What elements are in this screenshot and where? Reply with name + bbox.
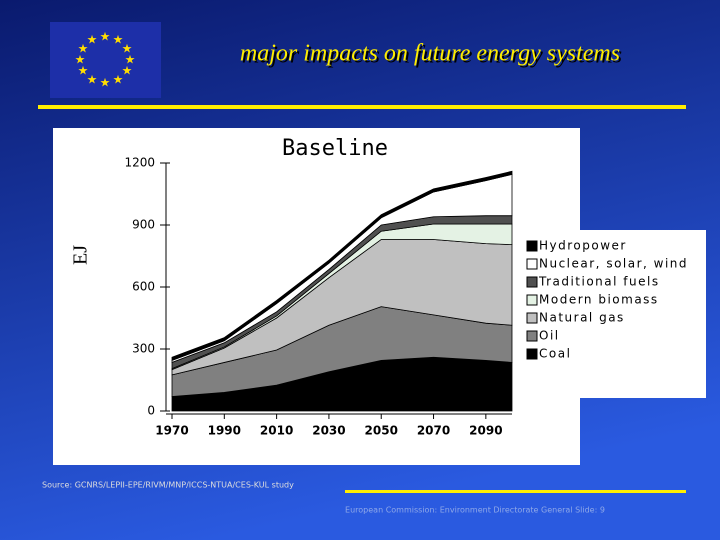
x-tick-label: 1970 — [155, 424, 188, 438]
legend-swatch — [526, 240, 538, 252]
legend-label: Nuclear, solar, wind — [539, 257, 688, 271]
x-tick-label: 2010 — [260, 424, 293, 438]
svg-text:★: ★ — [87, 73, 98, 87]
y-tick-label: 600 — [132, 280, 155, 294]
legend-swatch — [526, 348, 538, 360]
svg-text:★: ★ — [78, 64, 89, 78]
svg-text:★: ★ — [113, 33, 124, 47]
x-tick-label: 2070 — [417, 424, 450, 438]
svg-text:★: ★ — [113, 73, 124, 87]
svg-text:★: ★ — [100, 30, 111, 44]
svg-text:★: ★ — [78, 42, 89, 56]
legend-label: Traditional fuels — [538, 275, 660, 289]
legend-swatch — [526, 294, 538, 306]
y-tick-label: 300 — [132, 342, 155, 356]
x-tick-label: 2050 — [365, 424, 398, 438]
y-tick-label: 900 — [132, 218, 155, 232]
source: Source: GCNRS/LEPII-EPE/RIVM/MNP/ICCS-NT… — [42, 481, 294, 490]
chart-title: Baseline — [282, 136, 388, 161]
legend-swatch — [526, 312, 538, 324]
svg-text:★: ★ — [75, 53, 86, 67]
eu-flag: ★ ★★ ★★★ ★★★ ★★★ — [50, 22, 161, 98]
legend-label: Natural gas — [539, 311, 625, 325]
y-tick-label: 0 — [147, 404, 155, 418]
legend-panel — [520, 230, 706, 398]
footer: European Commission: Environment Directo… — [345, 506, 605, 515]
title-shadow: major impacts on future energy systems — [242, 43, 622, 69]
area — [171, 170, 513, 361]
x-tick-label: 2030 — [312, 424, 345, 438]
y-tick-label: 1200 — [124, 156, 155, 170]
legend-swatch — [526, 276, 538, 288]
svg-text:★: ★ — [87, 33, 98, 47]
legend-label: Oil — [539, 329, 560, 343]
legend-label: Coal — [539, 347, 571, 361]
legend-label: Modern biomass — [539, 293, 659, 307]
legend-swatch — [526, 330, 538, 342]
svg-text:★: ★ — [100, 76, 111, 90]
legend-label: Hydropower — [539, 239, 627, 253]
legend-swatch — [526, 258, 538, 270]
svg-text:★: ★ — [122, 42, 133, 56]
divider — [345, 490, 686, 493]
divider — [38, 105, 686, 109]
x-tick-label: 2090 — [469, 424, 502, 438]
slide-title: major impacts on future energy systems — [240, 41, 620, 67]
x-tick-label: 1990 — [208, 424, 241, 438]
svg-text:★: ★ — [125, 53, 136, 67]
svg-text:★: ★ — [122, 64, 133, 78]
y-axis-label: EJ — [70, 245, 92, 265]
